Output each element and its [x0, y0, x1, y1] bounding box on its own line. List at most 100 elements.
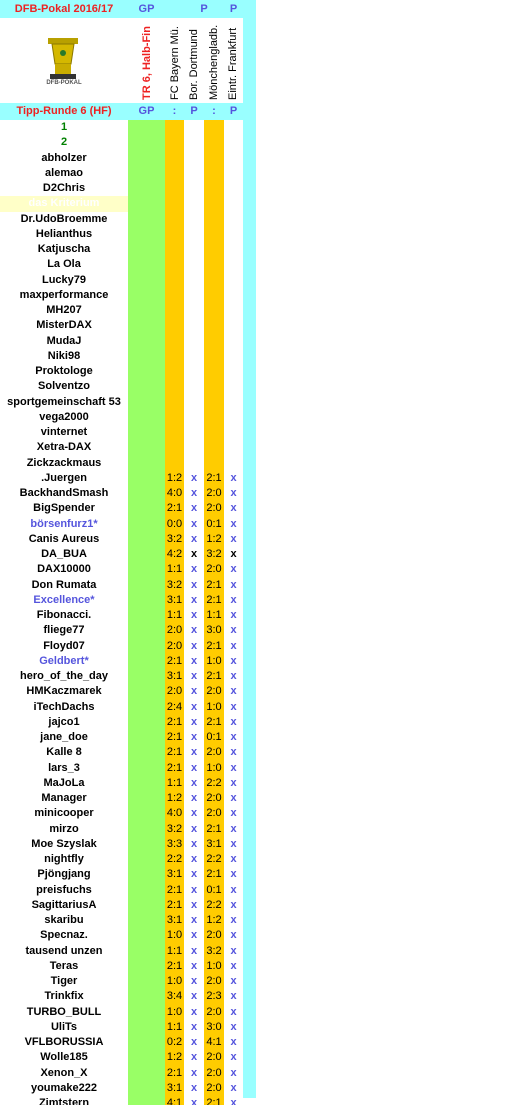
- player-name: Tiger: [50, 975, 78, 987]
- tip: 1:1: [166, 776, 183, 789]
- tip: 1:0: [166, 1005, 183, 1018]
- status: x: [230, 670, 237, 682]
- player-name: jajco1: [48, 715, 80, 728]
- status: x: [230, 502, 237, 515]
- tip: 3:0: [206, 624, 222, 637]
- tip: 2:1: [166, 898, 183, 911]
- player-name: mirzo: [49, 822, 79, 835]
- tip: 2:0: [206, 975, 222, 987]
- player-name: Niki98: [47, 349, 81, 362]
- column-bg: [184, 120, 204, 1105]
- column-bg: [204, 120, 224, 1105]
- tip: 2:0: [206, 807, 222, 820]
- tip: 0:1: [206, 731, 222, 743]
- player-name: BigSpender: [33, 502, 95, 515]
- player-name: börsenfurz1*: [30, 517, 98, 530]
- player-name: Lucky79: [41, 273, 87, 286]
- status: x: [190, 1036, 198, 1048]
- tip: 1:1: [206, 609, 222, 621]
- tip: 2:1: [206, 822, 222, 835]
- status: x: [190, 715, 198, 728]
- tip: 2:0: [206, 502, 222, 515]
- player-name: Trinkfix: [44, 990, 84, 1003]
- col-label: :: [212, 105, 216, 117]
- status: x: [230, 776, 237, 789]
- match-team: Eintr. Frankfurt: [227, 27, 239, 100]
- tip: 1:2: [206, 532, 222, 545]
- tip: 2:1: [206, 593, 222, 606]
- status: x: [190, 761, 198, 774]
- status: x: [230, 914, 237, 926]
- player-name: vinternet: [40, 426, 88, 438]
- tip: 2:3: [206, 990, 222, 1003]
- tip: 2:0: [166, 685, 183, 698]
- status: x: [230, 837, 237, 850]
- match-team: Mönchengladb.: [208, 24, 220, 100]
- player-name: La Ola: [47, 258, 81, 271]
- player-name: lars_3: [48, 761, 80, 774]
- tip: 0:1: [206, 883, 222, 896]
- match-team: Bor. Dortmund: [188, 29, 200, 100]
- tip: 1:1: [166, 944, 183, 957]
- player-name: preisfuchs: [36, 883, 92, 896]
- status: x: [230, 761, 237, 774]
- tip: 0:2: [166, 1036, 183, 1048]
- tip: 3:1: [166, 670, 183, 682]
- tip: 2:1: [206, 578, 222, 591]
- player-name: hero_of_the_day: [19, 670, 109, 682]
- status: x: [230, 1081, 237, 1094]
- status: x: [230, 746, 237, 759]
- col-label: :: [172, 105, 177, 117]
- tip: 3:1: [166, 1081, 183, 1094]
- logo-text: DFB-POKAL: [46, 80, 82, 86]
- player-name: Floyd07: [43, 639, 85, 652]
- tip: 2:1: [166, 959, 183, 972]
- tip: 2:1: [206, 670, 222, 682]
- tip: 2:2: [166, 853, 183, 865]
- status: x: [190, 1051, 198, 1064]
- player-name: MudaJ: [46, 334, 82, 347]
- column-bg: [224, 120, 243, 1105]
- player-name: Xetra-DAX: [36, 441, 92, 454]
- status: x: [190, 548, 198, 560]
- tip: 2:1: [166, 502, 183, 515]
- tip: 2:0: [206, 1005, 222, 1018]
- status: x: [190, 1020, 198, 1033]
- player-name: maxperformance: [19, 288, 109, 301]
- col-label: P: [200, 3, 208, 15]
- match-team: FC Bayern Mü.: [169, 26, 181, 100]
- tip: 0:0: [166, 517, 183, 530]
- player-name: TURBO_BULL: [26, 1005, 102, 1018]
- tip: 1:0: [166, 975, 183, 987]
- player-name: abholzer: [41, 151, 87, 164]
- tip: 1:2: [166, 792, 183, 804]
- col-label: GP: [138, 105, 155, 117]
- player-name: alemao: [45, 166, 83, 179]
- col-label: P: [190, 105, 198, 117]
- status: x: [230, 898, 237, 911]
- status: x: [230, 883, 237, 896]
- tip: 3:2: [166, 822, 183, 835]
- status: x: [190, 654, 198, 667]
- tip: 2:2: [206, 898, 222, 911]
- status: x: [190, 975, 198, 987]
- tip: 3:2: [166, 532, 183, 545]
- player-name: Dr.UdoBroemme: [20, 212, 108, 225]
- status: x: [230, 1097, 237, 1105]
- player-name: Specnaz.: [40, 929, 88, 942]
- player-name: vega2000: [39, 410, 89, 423]
- column-bg: [128, 120, 165, 1105]
- tip: 3:0: [206, 1020, 222, 1033]
- tip: 3:4: [166, 990, 183, 1003]
- status: x: [230, 563, 237, 576]
- status: x: [230, 990, 237, 1003]
- player-name: MH207: [46, 304, 82, 316]
- player-name: SagittariusA: [31, 898, 97, 911]
- logo: [48, 38, 78, 79]
- status: x: [230, 609, 237, 621]
- col-label: P: [229, 3, 238, 15]
- player-name: Katjuscha: [37, 243, 91, 255]
- tip: 2:1: [206, 639, 222, 652]
- status: x: [230, 578, 237, 591]
- status: x: [190, 532, 198, 545]
